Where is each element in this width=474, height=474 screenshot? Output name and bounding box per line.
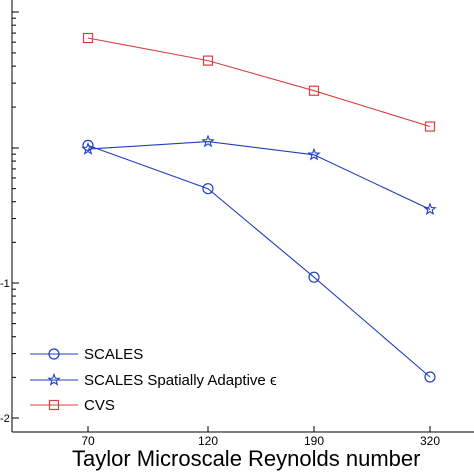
x-tick-label: 320 — [420, 434, 440, 448]
data-point-star — [81, 142, 95, 155]
x-axis-label: Taylor Microscale Reynolds number — [72, 446, 420, 471]
series-lines — [87, 37, 431, 378]
series-line-0 — [87, 144, 431, 378]
x-tick-label: 70 — [81, 434, 95, 448]
data-point-star — [307, 147, 321, 161]
legend-marker-circle — [48, 348, 60, 360]
legend-marker-star — [47, 372, 61, 386]
x-tick-label: 120 — [198, 434, 218, 448]
data-point-square — [308, 85, 320, 96]
axes — [11, 0, 474, 433]
series-markers — [81, 32, 437, 383]
data-point-square — [202, 55, 214, 66]
legend: SCALES SCALES Spatially Adaptive ϵ CVS — [30, 346, 277, 414]
data-point-circle — [82, 139, 94, 151]
legend-marker-square — [48, 399, 60, 411]
data-point-circle — [424, 371, 436, 383]
data-point-star — [423, 202, 437, 216]
data-point-circle — [202, 183, 214, 195]
x-tick-labels: 70 120 190 320 — [81, 434, 440, 448]
series-line-2 — [87, 37, 431, 128]
data-point-square — [82, 32, 94, 44]
data-point-circle — [308, 271, 320, 283]
data-point-square — [424, 121, 436, 132]
legend-label: CVS — [84, 397, 115, 414]
series-line-1 — [87, 141, 431, 210]
x-tick-label: 190 — [304, 434, 324, 448]
legend-label: SCALES Spatially Adaptive ϵ — [84, 372, 277, 389]
y-tick-label: -1 — [0, 278, 10, 290]
y-tick-labels: -1 -2 — [0, 278, 10, 425]
legend-label: SCALES — [84, 346, 143, 363]
y-tick-label: -2 — [0, 413, 10, 425]
data-point-star — [201, 134, 215, 148]
